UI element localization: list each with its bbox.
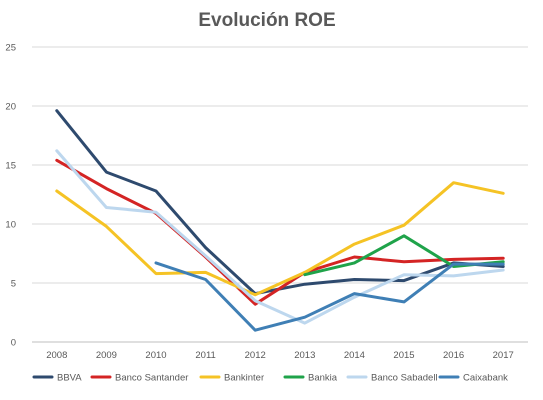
y-tick-label: 0 [11, 338, 16, 349]
x-axis-ticks: 2008 2009 2010 2011 2012 2013 2014 2015 2016 2017 [46, 350, 514, 361]
x-tick-label: 2008 [46, 350, 67, 361]
legend-label: Caixabank [463, 373, 508, 384]
legend-label: Banco Santander [115, 373, 188, 384]
y-tick-label: 10 [5, 220, 16, 231]
x-tick-label: 2010 [145, 350, 166, 361]
y-tick-label: 15 [5, 161, 16, 172]
x-tick-label: 2013 [294, 350, 315, 361]
x-tick-label: 2009 [96, 350, 117, 361]
chart-title: Evolución ROE [198, 10, 335, 31]
series-line-bbva [55, 109, 505, 296]
y-tick-label: 25 [5, 43, 16, 54]
series-line-caixabank [154, 261, 505, 332]
x-tick-label: 2012 [245, 350, 266, 361]
legend-label: Banco Sabadell [371, 373, 438, 384]
legend: BBVA Banco Santander Bankinter Bankia Banco … [32, 373, 508, 384]
x-tick-label: 2015 [393, 350, 414, 361]
series-line-banco-santander [55, 158, 505, 306]
gridlines [32, 46, 528, 343]
x-tick-label: 2014 [344, 350, 365, 361]
x-tick-label: 2016 [443, 350, 464, 361]
legend-label: Bankinter [224, 373, 264, 384]
series-line-bankinter [55, 181, 505, 297]
series-line-banco-sabadell [55, 149, 505, 325]
legend-label: BBVA [57, 373, 82, 384]
x-tick-label: 2017 [493, 350, 514, 361]
legend-label: Bankia [308, 373, 338, 384]
x-tick-label: 2011 [195, 350, 215, 361]
y-tick-label: 5 [11, 279, 16, 290]
y-axis-ticks: 0 5 10 15 20 25 [5, 43, 16, 349]
series-lines [55, 109, 505, 332]
y-tick-label: 20 [5, 102, 16, 113]
